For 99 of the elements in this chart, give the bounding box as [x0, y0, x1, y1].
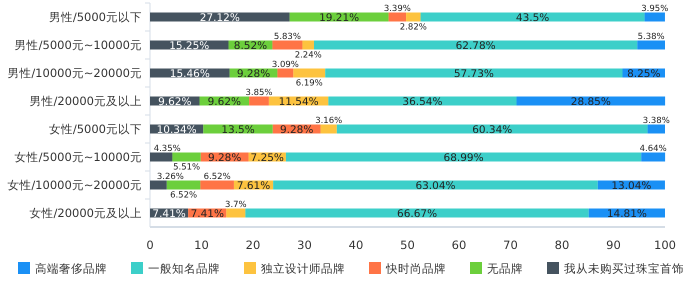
bar [336, 124, 648, 134]
bar [302, 40, 314, 50]
data-label: 3.7% [225, 200, 247, 210]
data-label: 14.81% [606, 208, 647, 220]
bar [328, 96, 517, 106]
data-label: 10.34% [156, 124, 197, 136]
x-tick-label: 20 [246, 238, 260, 252]
bar [245, 208, 589, 218]
bar [200, 180, 234, 190]
legend-label: 一般知名品牌 [148, 262, 220, 276]
data-label: 2.24% [294, 50, 322, 60]
data-label: 8.52% [234, 40, 268, 52]
data-label: 36.54% [402, 96, 442, 108]
data-label: 7.25% [250, 152, 284, 164]
bar [273, 180, 598, 190]
data-label: 3.16% [315, 116, 342, 126]
data-label: 9.62% [208, 96, 242, 108]
y-tick-label: 男性/10000元~20000元 [7, 66, 142, 80]
x-tick-label: 30 [297, 238, 312, 252]
bar [644, 12, 665, 22]
legend-label: 独立设计师品牌 [261, 262, 345, 276]
legend-label: 我从未购买过珠宝首饰 [564, 262, 684, 276]
data-label: 43.5% [516, 12, 550, 24]
bar [314, 40, 638, 50]
data-label: 5.38% [638, 32, 665, 42]
data-label: 7.41% [152, 208, 186, 220]
bar [172, 152, 201, 162]
bar [150, 152, 172, 162]
data-label: 66.67% [397, 208, 438, 220]
bar [166, 180, 200, 190]
data-label: 63.04% [415, 180, 456, 192]
y-tick-label: 女性/20000元及以上 [30, 206, 142, 220]
y-tick-label: 女性/5000元以下 [48, 122, 142, 136]
data-label: 9.28% [280, 124, 314, 136]
data-label: 7.61% [236, 180, 270, 192]
data-label: 15.46% [170, 68, 210, 80]
legend-label: 无品牌 [487, 262, 523, 276]
data-label: 7.41% [190, 208, 224, 220]
x-tick-label: 50 [400, 238, 415, 252]
bar [648, 124, 665, 134]
y-tick-label: 男性/5000元~10000元 [14, 38, 142, 52]
data-label: 5.51% [173, 162, 200, 172]
y-tick-label: 男性/5000元以下 [48, 10, 142, 24]
data-label: 3.85% [245, 88, 273, 98]
bar [277, 68, 294, 78]
bar [637, 40, 665, 50]
bar [388, 12, 406, 22]
legend-label: 快时尚品牌 [385, 262, 446, 276]
bar [272, 40, 302, 50]
data-label: 11.54% [278, 96, 319, 108]
legend-label: 高端奢侈品牌 [35, 262, 107, 276]
bar [293, 68, 326, 78]
data-label: 6.52% [204, 172, 231, 182]
data-label: 8.25% [627, 68, 660, 80]
data-label: 2.82% [400, 22, 427, 32]
y-tick-label: 男性/20000元及以上 [30, 94, 142, 108]
data-label: 5.83% [274, 32, 301, 42]
x-tick-label: 10 [194, 238, 209, 252]
data-label: 13.5% [221, 124, 255, 136]
data-label: 9.62% [158, 96, 192, 108]
x-tick-label: 90 [606, 238, 621, 252]
data-label: 13.04% [611, 180, 652, 192]
data-label: 4.64% [640, 144, 667, 154]
x-tick-label: 70 [503, 238, 518, 252]
data-label: 3.26% [156, 172, 184, 182]
bar [150, 12, 290, 22]
data-label: 3.39% [384, 4, 411, 14]
bar [406, 12, 421, 22]
bar [286, 152, 642, 162]
data-label: 6.52% [170, 190, 198, 200]
x-tick-label: 40 [348, 238, 364, 252]
x-tick-label: 60 [452, 238, 466, 252]
data-label: 28.85% [570, 96, 611, 108]
data-label: 6.19% [296, 78, 323, 88]
bar [325, 68, 623, 78]
bar [420, 12, 645, 22]
data-label: 3.38% [642, 116, 670, 126]
data-label: 3.95% [641, 4, 668, 14]
data-label: 9.28% [236, 68, 270, 80]
data-label: 19.21% [319, 12, 360, 24]
x-tick-label: 100 [654, 238, 676, 252]
y-tick-label: 女性/10000元~20000元 [7, 178, 142, 192]
y-tick-label: 女性/5000元~10000元 [14, 150, 142, 164]
bar [249, 96, 269, 106]
bar [320, 124, 337, 134]
data-label: 9.28% [208, 152, 242, 164]
data-label: 27.12% [200, 12, 240, 24]
bar [150, 180, 167, 190]
data-label: 60.34% [472, 124, 512, 136]
data-label: 68.99% [444, 152, 484, 164]
data-label: 15.25% [169, 40, 210, 52]
x-tick-label: 80 [554, 238, 570, 252]
bar [226, 208, 246, 218]
data-label: 57.73% [454, 68, 494, 80]
data-label: 62.78% [456, 40, 496, 52]
data-label: 3.09% [272, 60, 299, 70]
data-label: 4.35% [154, 144, 181, 154]
bar [641, 152, 666, 162]
x-tick-label: 0 [146, 238, 154, 252]
